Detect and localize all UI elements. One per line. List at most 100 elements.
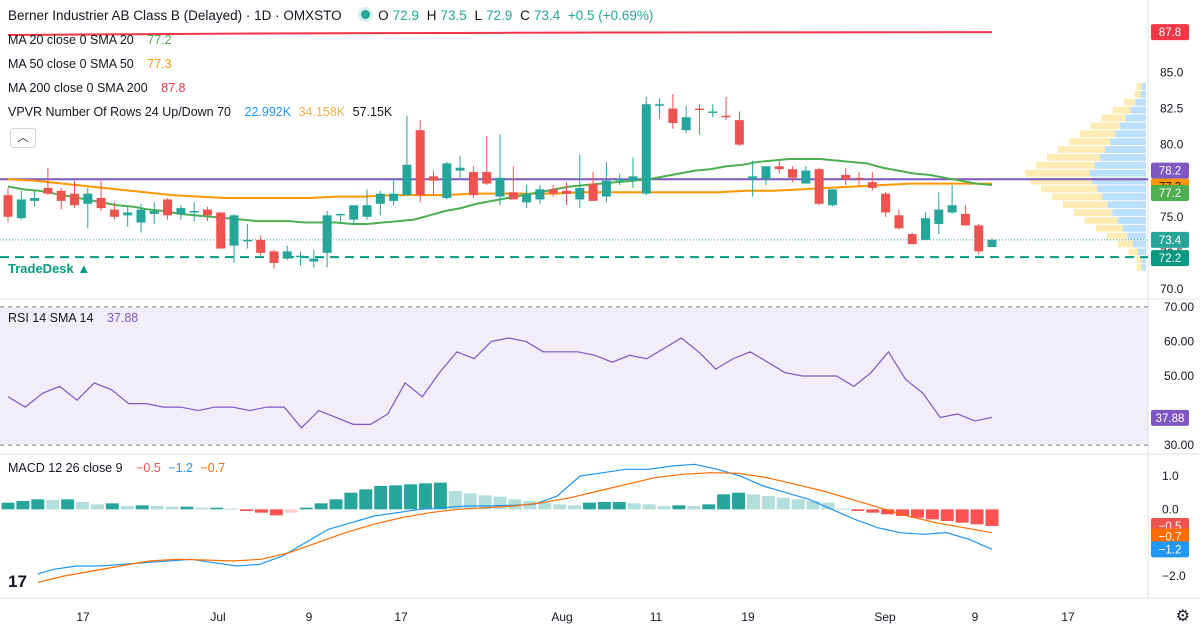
vpvr-total: 57.15K [352,105,393,119]
macd-histogram-bar [240,509,254,511]
rsi-line [7,337,993,429]
vpvr-up-bar [1140,90,1146,98]
vpvr-up-bar [1110,138,1146,146]
macd-histogram-bar [702,504,716,510]
macd-histogram-bar [896,509,910,516]
tradingview-logo-icon[interactable]: 17 [8,572,38,592]
ma200-badge-bg [1151,24,1189,41]
vpvr-up-bar [1127,232,1146,240]
settings-gear-icon[interactable]: ⚙ [1175,608,1190,625]
candle-body [734,120,744,145]
vpvr-down-bar [1101,114,1126,122]
candle-body [668,108,678,123]
vpvr-down-bar [1136,264,1142,272]
candle-body [641,104,651,194]
macd-histogram-bar [90,504,104,510]
candle-body [16,199,26,219]
macd-histogram-bar [46,500,60,510]
rsi-legend[interactable]: RSI 14 SMA 14 37.88 [8,310,142,326]
vpvr-down-bar [1136,83,1142,90]
vpvr-down-bar [1036,161,1095,169]
candle-body [974,225,984,252]
candle-body [256,239,266,253]
candle-body [83,193,93,204]
symbol-title[interactable]: Berner Industrier AB Class B (Delayed) ·… [8,8,342,23]
vpvr-down-bar [1106,232,1128,240]
time-tick-label: Jul [210,610,225,624]
time-tick-label: Aug [551,610,572,624]
macd-histogram-bar [225,508,239,510]
candle-body [229,215,239,246]
vpvr-up-bar [1094,161,1146,169]
rsi-tick-label: 50.00 [1164,369,1194,383]
price-tick-label: 85.0 [1160,65,1184,79]
brand-tag: TradeDesk ▲ [8,261,90,276]
time-tick-label: 17 [76,610,90,624]
candle-body [322,215,332,253]
ma200-legend[interactable]: MA 200 close 0 SMA 200 87.8 [8,80,190,96]
macd-tick-label: 1.0 [1162,469,1179,483]
vpvr-down-bar [1073,209,1113,216]
macd-histogram-bar [657,506,671,510]
candle-body [389,193,399,201]
macd-histogram-bar [732,492,746,510]
macd-histogram-bar [746,494,760,510]
macd-histogram-bar [970,509,984,525]
change-value: +0.5 (+0.69%) [567,8,654,23]
vpvr-up-bar [1135,98,1146,106]
ma50-legend[interactable]: MA 50 close 0 SMA 50 77.3 [8,56,176,72]
candle-body [455,167,465,171]
vpvr-down-bar [1084,216,1118,224]
vpvr-down-bar [1123,98,1136,106]
candle-body [375,193,385,204]
macd-label: MACD 12 26 close 9 [8,461,123,475]
time-tick-label: 9 [306,610,313,624]
time-tick-label: 19 [741,610,755,624]
candle-body [482,172,492,184]
candle-body [189,210,199,213]
collapse-legend-button[interactable]: ︿ [10,128,36,148]
vpvr-down-bar [1062,201,1108,209]
candle-body [681,117,691,131]
candle-body [827,189,837,206]
ma20-legend[interactable]: MA 20 close 0 SMA 20 77.2 [8,32,176,48]
macd-histogram-bar [627,503,641,510]
macd-histogram-bar [836,508,850,510]
vpvr-legend[interactable]: VPVR Number Of Rows 24 Up/Down 70 22.992… [8,104,396,120]
macd-histogram-bar [672,505,686,510]
candle-body [282,251,292,259]
candle-body [601,180,611,197]
open-value: 72.9 [392,8,419,23]
candle-body [814,169,824,204]
candle-body [721,115,731,118]
macd-histogram-bar [642,504,656,510]
macd-legend[interactable]: MACD 12 26 close 9 −0.5 −1.2 −0.7 [8,460,229,476]
macd-histogram-bar [120,506,134,510]
macd-histogram-bar [806,501,820,510]
vpvr-down: 34.158K [298,105,346,119]
ma200-label: MA 200 close 0 SMA 200 [8,81,148,95]
candle-body [309,258,319,262]
macd-histogram-bar [105,503,119,510]
rsi-tick-label: 60.00 [1164,334,1194,348]
candle-body [708,111,718,113]
candle-body [349,205,359,220]
macd-histogram-bar [612,502,626,510]
vpvr-up-bar [1141,256,1146,264]
vpvr-down-bar [1051,193,1103,201]
candle-body [163,199,173,216]
time-tick-label: 9 [972,610,979,624]
candle-body [761,166,771,180]
macd-histogram-bar [821,502,835,510]
macd-histogram-bar [463,493,477,510]
macd-histogram-bar [597,502,611,510]
vpvr-up-bar [1141,83,1146,90]
vpvr-down-bar [1057,146,1105,153]
macd-histogram-bar [448,491,462,510]
candle-body [296,255,306,258]
price-tick-label: 82.5 [1160,102,1184,116]
candle-body [56,190,66,201]
high-key: H [426,8,437,23]
candle-body [774,166,784,170]
